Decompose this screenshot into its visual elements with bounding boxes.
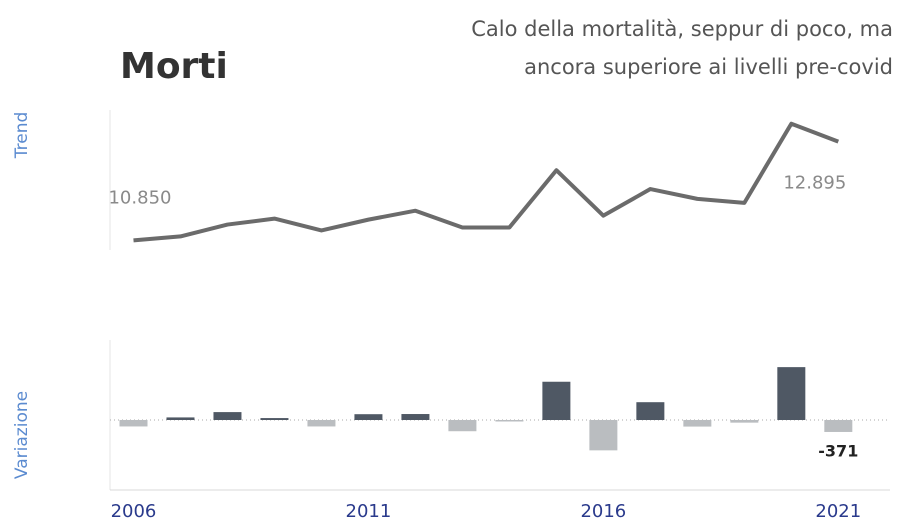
bar — [166, 417, 195, 420]
x-tick-label: 2021 — [815, 501, 861, 522]
value-label: 10.850 — [108, 187, 171, 208]
y-axis-label: Trend — [12, 112, 32, 160]
bar — [307, 420, 336, 427]
bar — [354, 414, 383, 420]
bar — [401, 414, 430, 420]
bar — [730, 420, 759, 423]
bar — [589, 420, 618, 451]
subtitle: Calo della mortalità, seppur di poco, ma — [471, 17, 893, 41]
value-label: -371 — [818, 441, 858, 460]
bar — [260, 418, 289, 420]
trend-line — [133, 121, 840, 243]
bar — [213, 412, 242, 420]
x-tick-label: 2016 — [580, 501, 626, 522]
bar — [495, 420, 524, 422]
bar — [119, 420, 148, 427]
y-axis-label: Variazione — [12, 391, 32, 479]
bar — [448, 420, 477, 432]
chart-title: Morti — [120, 46, 228, 87]
value-label: 12.895 — [783, 173, 846, 194]
bar — [636, 402, 665, 420]
bar — [542, 381, 571, 420]
bar — [824, 420, 853, 432]
subtitle: ancora superiore ai livelli pre-covid — [524, 55, 893, 79]
x-tick-label: 2011 — [346, 501, 392, 522]
x-tick-label: 2006 — [111, 501, 157, 522]
bar — [683, 420, 712, 427]
bar — [777, 367, 806, 420]
